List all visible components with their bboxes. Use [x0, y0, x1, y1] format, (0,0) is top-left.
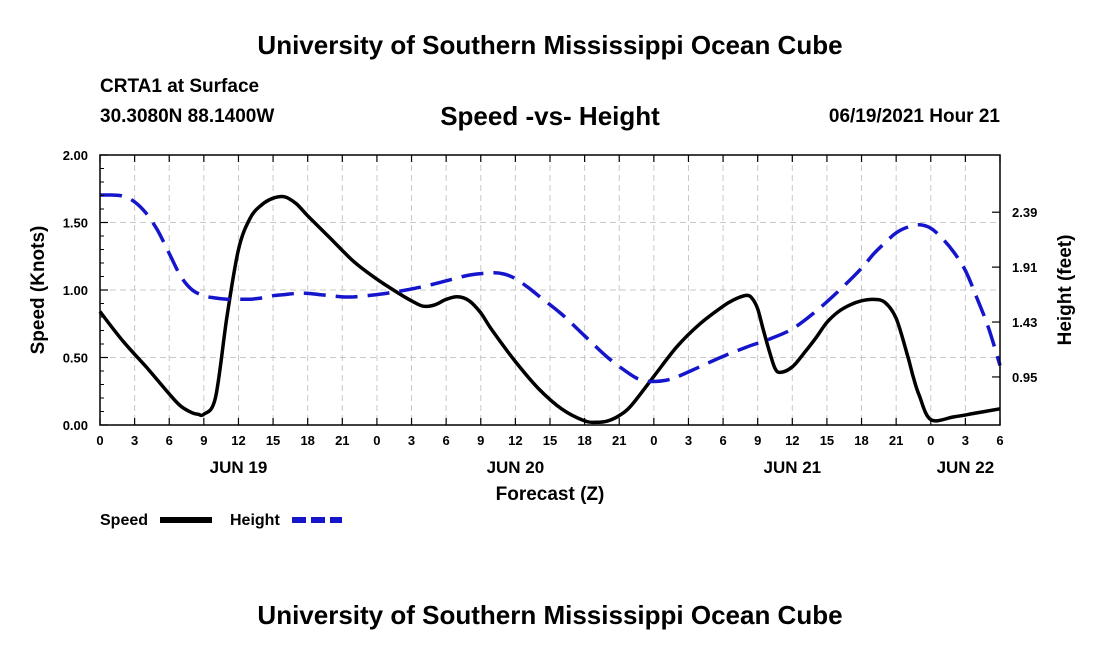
x-tick-label: 18	[854, 433, 868, 448]
axis-ticks: 0 3 6 9 12 15 18 21 0 3 6 9 12 15 18 21 0 3 6 9 12 15 18 21 0 3 6J…	[63, 148, 1038, 477]
legend: Speed Height	[100, 512, 342, 529]
x-tick-label: 3	[131, 433, 138, 448]
x-tick-label: 6	[166, 433, 173, 448]
height-series-line	[99, 193, 1002, 384]
datetime-label: 06/19/2021 Hour 21	[828, 106, 1000, 127]
x-tick-label: 15	[266, 433, 280, 448]
x-tick-label: 9	[200, 433, 207, 448]
speed-series-line	[98, 194, 1001, 425]
grid	[100, 155, 1000, 425]
x-tick-label: 21	[335, 433, 349, 448]
station-label: CRTA1 at Surface	[100, 76, 260, 97]
y2-axis-title: Height (feet)	[1055, 235, 1076, 346]
y-tick-label: 0.50	[63, 351, 88, 366]
x-tick-label: 12	[508, 433, 522, 448]
x-tick-label: 9	[477, 433, 484, 448]
x-tick-label: 0	[373, 433, 380, 448]
footer-title: University of Southern Mississippi Ocean…	[257, 600, 843, 630]
y-axis-title: Speed (Knots)	[28, 226, 49, 355]
x-tick-label: 3	[685, 433, 692, 448]
coordinates-label: 30.3080N 88.1400W	[100, 106, 275, 127]
x-tick-label: 18	[300, 433, 314, 448]
x-tick-label: 12	[785, 433, 799, 448]
y2-tick-label: 2.39	[1012, 205, 1037, 220]
x-tick-label: 6	[996, 433, 1003, 448]
series-layer	[98, 193, 1002, 425]
x-tick-label: 3	[408, 433, 415, 448]
x-tick-label: 21	[612, 433, 626, 448]
x-tick-label: 15	[543, 433, 557, 448]
x-tick-label: 18	[577, 433, 591, 448]
x-tick-label: 0	[96, 433, 103, 448]
x-tick-label: 0	[927, 433, 934, 448]
x-tick-label: 15	[820, 433, 834, 448]
x-tick-label: 12	[231, 433, 245, 448]
x-day-label: JUN 19	[210, 458, 268, 477]
legend-speed-label: Speed	[100, 512, 148, 529]
legend-height-label: Height	[230, 512, 280, 529]
x-day-label: JUN 21	[763, 458, 821, 477]
y-tick-label: 2.00	[63, 148, 88, 163]
x-tick-label: 9	[754, 433, 761, 448]
x-day-label: JUN 20	[487, 458, 545, 477]
y2-tick-label: 1.43	[1012, 315, 1037, 330]
y-tick-label: 1.00	[63, 283, 88, 298]
x-tick-label: 6	[443, 433, 450, 448]
x-day-label: JUN 22	[937, 458, 995, 477]
x-tick-label: 6	[719, 433, 726, 448]
x-tick-label: 3	[962, 433, 969, 448]
y-tick-label: 0.00	[63, 418, 88, 433]
chart-title: Speed -vs- Height	[440, 101, 660, 131]
x-tick-label: 21	[889, 433, 903, 448]
x-axis-title: Forecast (Z)	[496, 484, 605, 505]
y2-tick-label: 1.91	[1012, 260, 1037, 275]
y-tick-label: 1.50	[63, 216, 88, 231]
page-title: University of Southern Mississippi Ocean…	[257, 30, 843, 60]
x-tick-label: 0	[650, 433, 657, 448]
y2-tick-label: 0.95	[1012, 370, 1037, 385]
